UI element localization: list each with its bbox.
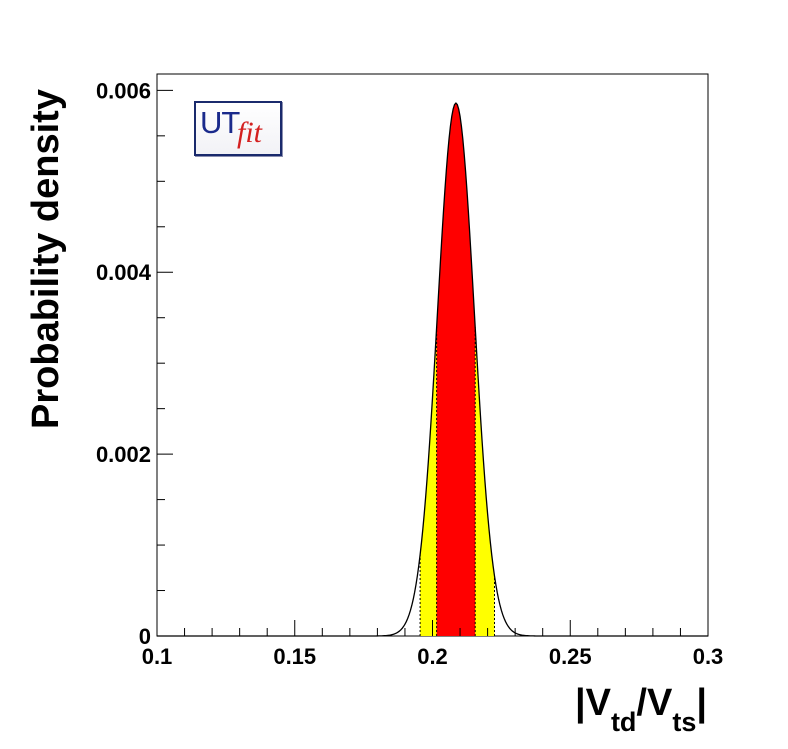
logo-text-ut: UT xyxy=(200,105,240,140)
y-tick-label: 0 xyxy=(139,624,151,649)
x-tick-label: 0.2 xyxy=(417,644,448,669)
x-tick-label: 0.1 xyxy=(142,644,173,669)
x-axis-title-sub1: td xyxy=(611,707,636,737)
axis-ticks xyxy=(156,89,709,637)
x-tick-label: 0.15 xyxy=(273,644,316,669)
utfit-logo: UT fit xyxy=(194,101,282,156)
y-tick-label: 0.004 xyxy=(96,260,152,285)
x-axis-title-v2: V xyxy=(647,682,673,724)
y-tick-label: 0.002 xyxy=(96,442,151,467)
y-tick-label: 0.006 xyxy=(96,78,151,103)
tick-labels: 0.1 0.15 0.2 0.25 0.3 0 0.002 0.004 0.006 xyxy=(96,78,723,669)
logo-text-fit: fit xyxy=(237,116,263,149)
y-axis-title: Probability density xyxy=(25,89,67,429)
interval-fill-inner xyxy=(436,103,476,637)
density-curve xyxy=(157,102,708,637)
x-axis-title-sub2: ts xyxy=(672,707,696,737)
x-tick-label: 0.25 xyxy=(549,644,592,669)
x-axis-title-v1: V xyxy=(586,682,612,724)
x-tick-label: 0.3 xyxy=(693,644,724,669)
density-fills xyxy=(419,103,495,637)
density-curve-layer xyxy=(157,102,708,637)
x-axis-title-bar-right: | xyxy=(696,682,707,724)
x-axis-title-bar-left: | xyxy=(575,682,586,724)
x-axis-title: |Vtd/Vts| xyxy=(575,682,707,737)
x-axis-title-slash: / xyxy=(636,682,647,724)
